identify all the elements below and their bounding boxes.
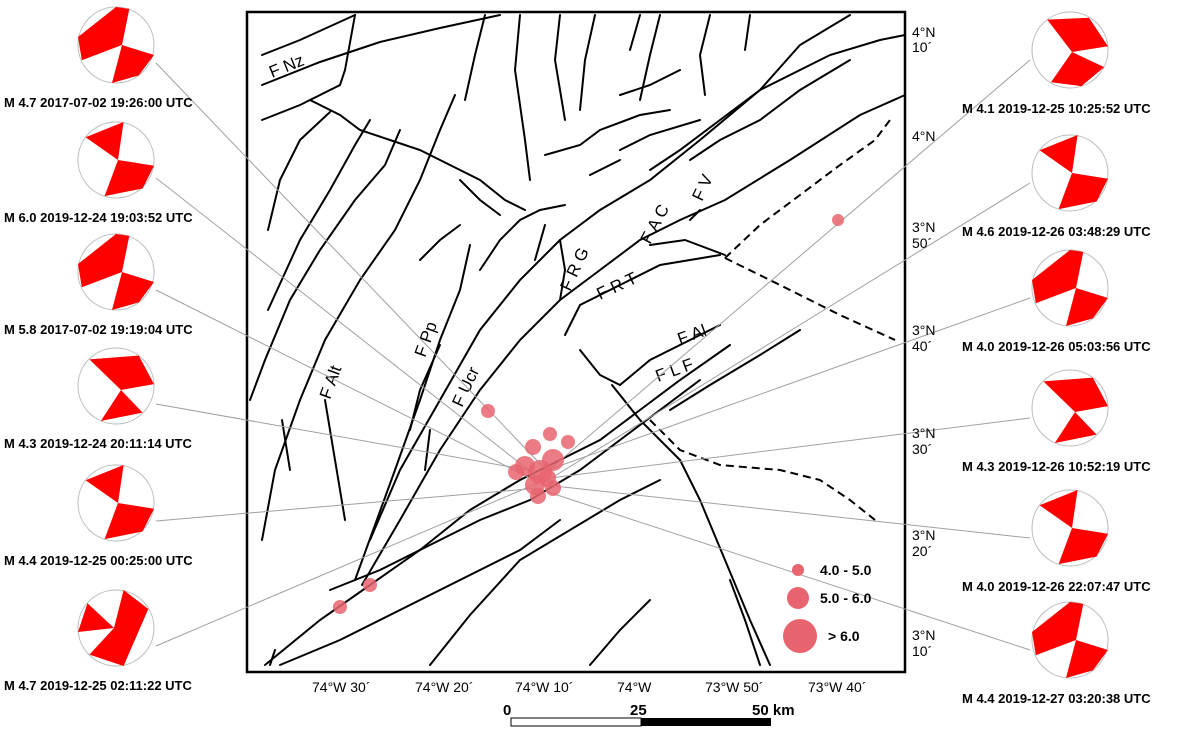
- lat-tick-deg: 4°N: [912, 128, 936, 144]
- mechanism-caption-right: M 4.4 2019-12-27 03:20:38 UTC: [962, 691, 1151, 706]
- legend-symbol-small: [792, 564, 804, 576]
- epicenter-marker: [508, 464, 524, 480]
- lon-tick-label: 74°W 10´: [515, 679, 574, 695]
- connector-line: [541, 59, 1031, 477]
- beachball-icon: [77, 233, 155, 311]
- lat-tick-min: 20´: [912, 543, 932, 559]
- epicenter-marker: [363, 578, 377, 592]
- legend-label: > 6.0: [828, 628, 860, 644]
- scale-bar-segment-white: [510, 717, 642, 727]
- scale-label: 0: [503, 702, 511, 719]
- epicenter-marker: [543, 427, 557, 441]
- epicenter-marker: [561, 435, 575, 449]
- lat-tick-deg: 3°N: [912, 527, 936, 543]
- legend-label: 4.0 - 5.0: [820, 562, 872, 578]
- dashed-fault-lines: [649, 119, 896, 521]
- scale-bar-segment-black: [641, 718, 771, 726]
- longitude-ticks: 74°W 30´ 74°W 20´ 74°W 10´ 74°W 73°W 50´…: [312, 679, 867, 695]
- connector-line: [155, 403, 529, 471]
- legend-symbol-large: [783, 619, 817, 653]
- mechanism-caption-right: M 4.1 2019-12-25 10:25:52 UTC: [962, 101, 1151, 116]
- lat-tick-deg: 3°N: [912, 219, 936, 235]
- lat-tick-min: 40´: [912, 338, 932, 354]
- beachball-icon: [77, 121, 155, 199]
- beachball-icon: [1031, 11, 1109, 89]
- magnitude-legend: 4.0 - 5.0 5.0 - 6.0 > 6.0: [783, 562, 872, 653]
- beachball-icon: [1031, 369, 1109, 447]
- beachball-icon: [1031, 489, 1109, 567]
- beachball-icon: [77, 347, 155, 425]
- connector-line: [549, 417, 1031, 479]
- lon-tick-label: 73°W 50´: [705, 679, 764, 695]
- focal-mechanisms: M 4.7 2017-07-02 19:26:00 UTC M 6.0 2019-…: [4, 6, 1151, 706]
- lat-tick-min: 10´: [912, 643, 932, 659]
- lat-tick-deg: 3°N: [912, 627, 936, 643]
- mechanism-caption-left: M 4.7 2019-12-25 02:11:22 UTC: [4, 678, 192, 693]
- lat-tick-deg: 3°N: [912, 425, 936, 441]
- connector-line: [155, 289, 531, 479]
- epicenter-marker: [545, 480, 561, 496]
- lat-tick-min: 30´: [912, 441, 932, 457]
- connector-line: [155, 177, 536, 476]
- beachball-icon: [1031, 601, 1109, 679]
- lon-tick-label: 73°W 40´: [808, 679, 867, 695]
- connector-line: [547, 491, 1031, 651]
- connector-line: [155, 62, 549, 473]
- epicenter-marker: [832, 214, 844, 226]
- scale-bar: 0 25 50 km: [503, 702, 795, 727]
- legend-label: 5.0 - 6.0: [820, 590, 872, 606]
- fault-lines: [249, 14, 906, 666]
- beachball-icon: [77, 6, 155, 84]
- beachball-icon: [1031, 134, 1109, 212]
- lat-tick-min: 50´: [912, 235, 932, 251]
- mechanism-caption-left: M 4.4 2019-12-25 00:25:00 UTC: [4, 553, 193, 568]
- legend-symbol-medium: [787, 587, 809, 609]
- mechanism-caption-left: M 4.3 2019-12-24 20:11:14 UTC: [4, 436, 192, 451]
- epicenter-marker: [525, 439, 541, 455]
- mechanism-caption-right: M 4.3 2019-12-26 10:52:19 UTC: [962, 459, 1151, 474]
- lon-tick-label: 74°W 30´: [312, 679, 371, 695]
- connector-line: [547, 297, 1031, 471]
- map-frame: [245, 10, 907, 674]
- connector-line: [544, 182, 1031, 483]
- connector-lines: [155, 59, 1031, 651]
- beachball-icon: [77, 464, 155, 542]
- connector-line: [155, 479, 546, 647]
- epicenter-marker: [333, 600, 347, 614]
- scale-label: 50 km: [752, 702, 795, 719]
- lat-tick-deg: 3°N: [912, 322, 936, 338]
- mechanism-caption-left: M 4.7 2017-07-02 19:26:00 UTC: [4, 95, 193, 110]
- beachball-icon: [77, 589, 155, 667]
- lat-tick-deg: 4°N: [912, 24, 936, 40]
- mechanism-caption-right: M 4.6 2019-12-26 03:48:29 UTC: [962, 224, 1151, 239]
- mechanism-caption-right: M 4.0 2019-12-26 22:07:47 UTC: [962, 579, 1151, 594]
- connector-line: [544, 484, 1031, 539]
- scale-label: 25: [630, 702, 647, 719]
- mechanism-caption-right: M 4.0 2019-12-26 05:03:56 UTC: [962, 339, 1151, 354]
- lat-tick-min: 10´: [912, 39, 932, 55]
- beachball-icon: [1031, 249, 1109, 327]
- lon-tick-label: 74°W: [617, 679, 652, 695]
- lon-tick-label: 74°W 20´: [415, 679, 474, 695]
- epicenter-marker: [481, 404, 495, 418]
- epicenter-marker: [530, 488, 546, 504]
- epicenters: [333, 214, 844, 614]
- mechanism-caption-left: M 6.0 2019-12-24 19:03:52 UTC: [4, 210, 193, 225]
- latitude-ticks: 4°N 10´ 4°N 3°N 50´ 3°N 40´ 3°N 30´ 3°N …: [912, 24, 936, 659]
- mechanism-caption-left: M 5.8 2017-07-02 19:19:04 UTC: [4, 322, 193, 337]
- connector-line: [155, 487, 541, 522]
